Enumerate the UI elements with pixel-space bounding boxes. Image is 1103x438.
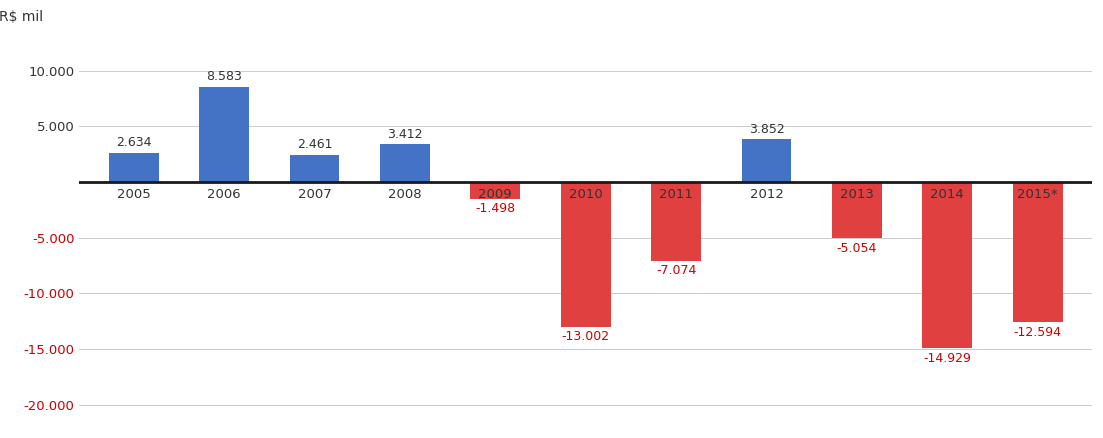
Bar [200,87,249,182]
Text: 2015*: 2015* [1017,187,1058,201]
Text: -5.054: -5.054 [837,242,877,254]
Bar [922,182,972,348]
Text: 2014: 2014 [931,187,964,201]
Text: -14.929: -14.929 [923,352,972,364]
Bar [471,182,521,199]
Text: -7.074: -7.074 [656,264,696,277]
Text: 2013: 2013 [839,187,874,201]
Bar [560,182,611,327]
Text: 8.583: 8.583 [206,70,242,83]
Bar [290,155,340,182]
Bar [832,182,881,238]
Text: 2010: 2010 [569,187,602,201]
Text: 2007: 2007 [298,187,331,201]
Text: 2.634: 2.634 [116,136,151,149]
Bar [651,182,700,261]
Bar [109,153,159,182]
Text: 2012: 2012 [750,187,783,201]
Text: 3.412: 3.412 [387,128,422,141]
Text: R$ mil: R$ mil [0,10,43,24]
Text: 3.852: 3.852 [749,123,784,136]
Text: 2006: 2006 [207,187,240,201]
Bar [741,139,791,182]
Bar [381,144,430,182]
Bar [1013,182,1062,322]
Text: 2009: 2009 [479,187,512,201]
Text: -1.498: -1.498 [475,202,515,215]
Text: 2011: 2011 [660,187,693,201]
Text: 2008: 2008 [388,187,421,201]
Text: 2005: 2005 [117,187,151,201]
Text: 2.461: 2.461 [297,138,332,152]
Text: -13.002: -13.002 [561,330,610,343]
Text: -12.594: -12.594 [1014,325,1062,339]
